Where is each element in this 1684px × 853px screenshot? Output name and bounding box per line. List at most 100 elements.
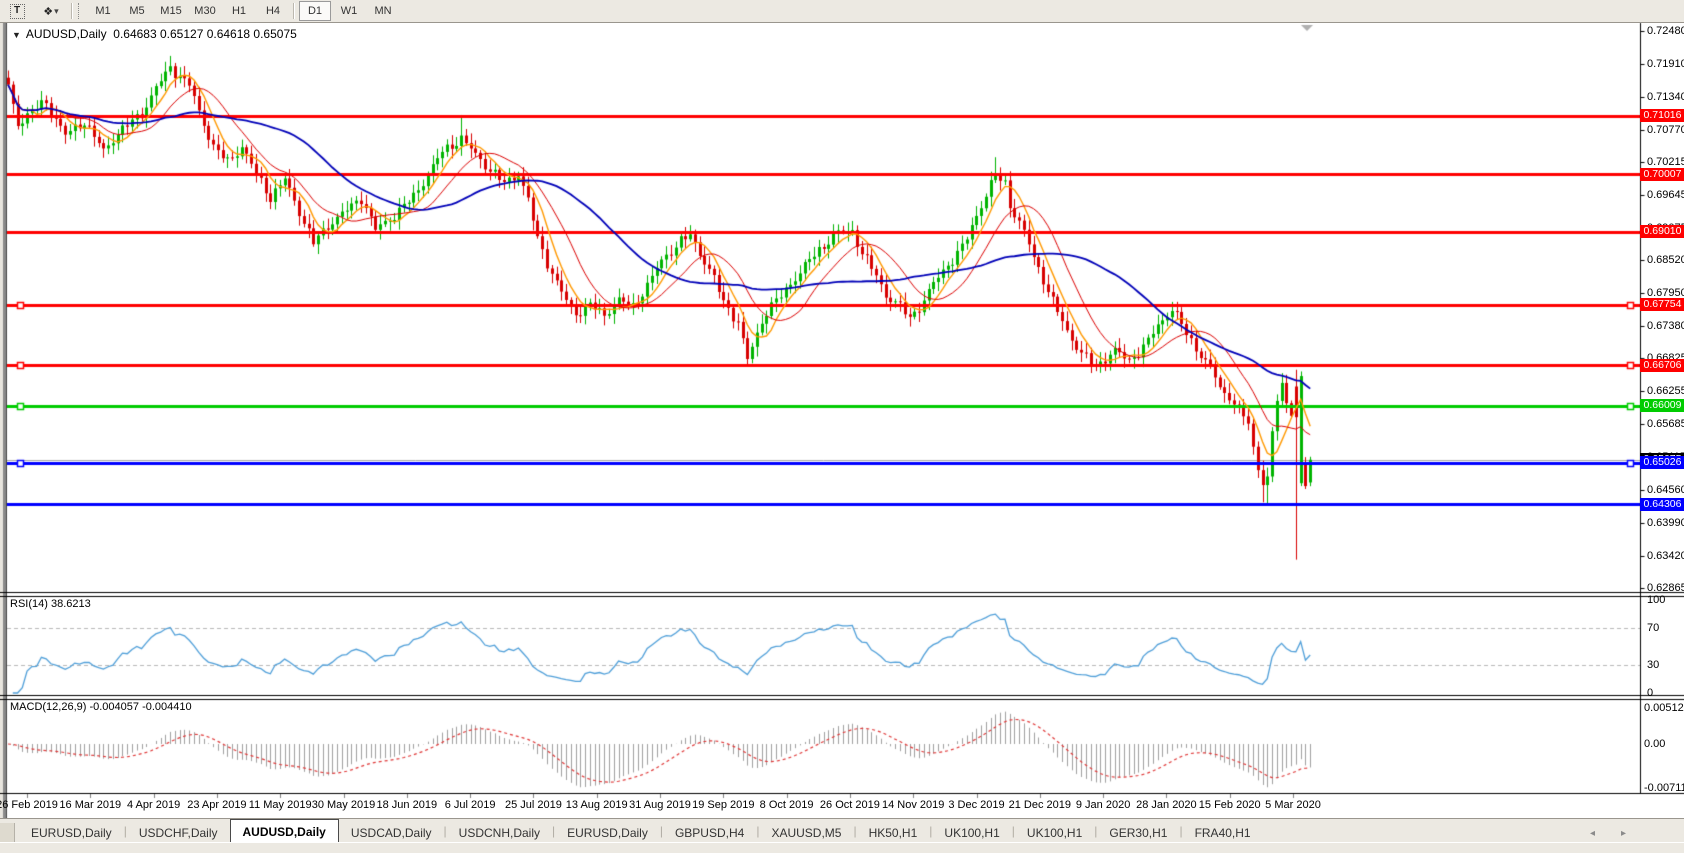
price-axis-label: 0.63990 bbox=[1647, 516, 1684, 529]
date-axis-label: 31 Aug 2019 bbox=[629, 799, 691, 811]
price-line-tag[interactable]: 0.70007 bbox=[1640, 167, 1684, 181]
date-axis-label: 8 Oct 2019 bbox=[759, 799, 814, 811]
date-axis-label: 26 Feb 2019 bbox=[0, 799, 58, 811]
chart-tab-usdcnh-daily[interactable]: USDCNH,Daily bbox=[458, 825, 541, 840]
tab-separator: | bbox=[659, 824, 663, 838]
price-axis-label: 0.64560 bbox=[1647, 483, 1684, 496]
chart-tab-usdchf-daily[interactable]: USDCHF,Daily bbox=[138, 825, 218, 840]
price-line-tag[interactable]: 0.66009 bbox=[1640, 399, 1684, 413]
price-axis-label: 0.72480 bbox=[1647, 25, 1684, 37]
timeframe-button-h1[interactable]: H1 bbox=[231, 5, 247, 17]
date-axis-label: 14 Nov 2019 bbox=[881, 799, 945, 811]
macd-indicator-label: MACD(12,26,9) -0.004057 -0.004410 bbox=[10, 701, 192, 713]
date-axis-label: 13 Aug 2019 bbox=[565, 799, 628, 811]
date-axis-label: 30 May 2019 bbox=[311, 799, 376, 811]
date-axis-label: 18 Jun 2019 bbox=[376, 799, 438, 811]
price-axis-label: 0.71910 bbox=[1647, 58, 1684, 70]
price-axis-label: 0.67950 bbox=[1647, 287, 1684, 300]
tab-separator: | bbox=[1179, 824, 1183, 838]
date-axis-label: 6 Jul 2019 bbox=[444, 799, 496, 811]
price-axis-label: 0.66255 bbox=[1647, 385, 1684, 398]
price-axis-label: 0.68520 bbox=[1647, 254, 1684, 267]
tab-separator: | bbox=[552, 824, 556, 838]
price-line-tag[interactable]: 0.64306 bbox=[1640, 497, 1684, 511]
toolbar-grip[interactable] bbox=[78, 3, 82, 19]
timeframe-button-m30[interactable]: M30 bbox=[194, 5, 216, 17]
rsi-indicator-label: RSI(14) 38.6213 bbox=[10, 598, 91, 610]
timeframe-button-h4[interactable]: H4 bbox=[265, 5, 281, 17]
chart-tab-gbpusd-h4[interactable]: GBPUSD,H4 bbox=[674, 825, 745, 840]
rsi-axis-label: 30 bbox=[1647, 659, 1660, 672]
chart-tab-uk100-h1[interactable]: UK100,H1 bbox=[944, 825, 1000, 840]
date-axis-label: 19 Sep 2019 bbox=[692, 799, 755, 811]
chart-tab-bar: EURUSD,Daily | USDCHF,Daily AUDUSD,Daily USD… bbox=[0, 818, 1684, 843]
chart-tab-ger30-h1[interactable]: GER30,H1 bbox=[1109, 825, 1168, 840]
price-axis-label: 0.65685 bbox=[1647, 418, 1684, 431]
price-axis-label: 0.70215 bbox=[1647, 156, 1684, 169]
date-axis-label: 4 Apr 2019 bbox=[126, 799, 181, 811]
price-line-tag[interactable]: 0.69010 bbox=[1640, 225, 1684, 239]
chart-tab-eurusd-daily[interactable]: EURUSD,Daily bbox=[567, 825, 648, 840]
date-axis-label: 16 Mar 2019 bbox=[59, 799, 122, 811]
chevron-down-icon: ▾ bbox=[54, 5, 59, 16]
chart-tab-fra40-h1[interactable]: FRA40,H1 bbox=[1194, 825, 1251, 840]
date-axis-label: 15 Feb 2020 bbox=[1198, 799, 1261, 811]
timeframe-button-m5[interactable]: M5 bbox=[129, 5, 145, 17]
tab-separator: | bbox=[1011, 824, 1015, 838]
collapse-arrow-icon[interactable]: ▼ bbox=[12, 30, 21, 40]
tab-separator: | bbox=[756, 824, 760, 838]
text-tool-button[interactable]: T bbox=[1, 1, 33, 21]
price-axis-label: 0.70770 bbox=[1647, 124, 1684, 136]
macd-axis-label: 0.00 bbox=[1644, 738, 1666, 750]
bottom-strip bbox=[0, 842, 1684, 853]
date-axis-label: 21 Dec 2019 bbox=[1008, 799, 1071, 811]
toolbar: T ❖ ▾ M1 M5 M15 M30 H1 H4 D1 W1 MN bbox=[0, 0, 1684, 23]
text-tool-icon: T bbox=[9, 3, 25, 19]
date-axis-label: 5 Mar 2020 bbox=[1265, 799, 1321, 811]
date-axis-label: 25 Jul 2019 bbox=[504, 799, 562, 811]
timeframe-buttons: M1 M5 M15 M30 H1 H4 D1 W1 MN bbox=[86, 1, 400, 21]
price-axis-label: 0.62865 bbox=[1647, 581, 1684, 594]
tab-items: EURUSD,Daily | USDCHF,Daily AUDUSD,Daily USD… bbox=[19, 819, 1263, 843]
chart-tab-uk100-h1[interactable]: UK100,H1 bbox=[1026, 825, 1083, 840]
date-axis-label: 3 Dec 2019 bbox=[948, 799, 1005, 811]
timeframe-button-m1[interactable]: M1 bbox=[95, 5, 111, 17]
price-line-tag[interactable]: 0.65026 bbox=[1640, 456, 1684, 470]
tab-scroll-right-icon[interactable]: ▸ bbox=[1620, 828, 1626, 839]
tab-scroll-arrows: ◂ ▸ bbox=[1590, 828, 1626, 839]
chart-header: ▼ AUDUSD,Daily 0.64683 0.65127 0.64618 0.… bbox=[12, 27, 297, 41]
symbol-period-label: AUDUSD,Daily bbox=[25, 27, 107, 41]
chart-tab-hk50-h1[interactable]: HK50,H1 bbox=[868, 825, 918, 840]
chart-tab-eurusd-daily[interactable]: EURUSD,Daily bbox=[31, 825, 112, 840]
chart-tab-xauusd-m5[interactable]: XAUUSD,M5 bbox=[771, 825, 842, 840]
tab-separator: | bbox=[853, 824, 857, 838]
date-axis-label: 9 Jan 2020 bbox=[1075, 799, 1131, 811]
chart-tab-audusd-daily[interactable]: AUDUSD,Daily bbox=[229, 819, 339, 843]
arrange-tool-button[interactable]: ❖ ▾ bbox=[35, 1, 67, 21]
macd-axis-label: -0.007111 bbox=[1644, 782, 1684, 794]
timeframe-button-mn[interactable]: MN bbox=[374, 5, 392, 17]
timeframe-button-d1[interactable]: D1 bbox=[299, 1, 331, 21]
price-line-tag[interactable]: 0.66706 bbox=[1640, 358, 1684, 372]
price-line-tag[interactable]: 0.67754 bbox=[1640, 298, 1684, 312]
price-line-tag[interactable]: 0.71016 bbox=[1640, 109, 1684, 123]
date-axis-label: 23 Apr 2019 bbox=[187, 799, 247, 811]
rsi-axis-label: 100 bbox=[1647, 594, 1666, 606]
toolbar-separator bbox=[293, 3, 295, 19]
toolbar-separator bbox=[71, 3, 73, 19]
price-axis-label: 0.67380 bbox=[1647, 320, 1684, 333]
date-axis-label: 28 Jan 2020 bbox=[1136, 799, 1197, 811]
rsi-axis-label: 0 bbox=[1647, 687, 1654, 699]
date-axis-label: 11 May 2019 bbox=[248, 799, 312, 811]
price-axis-label: 0.69645 bbox=[1647, 189, 1684, 202]
rsi-axis-label: 70 bbox=[1647, 621, 1660, 634]
timeframe-button-w1[interactable]: W1 bbox=[340, 5, 358, 17]
tab-separator: | bbox=[443, 824, 447, 838]
ohlc-values: 0.64683 0.65127 0.64618 0.65075 bbox=[113, 27, 297, 41]
timeframe-button-m15[interactable]: M15 bbox=[160, 5, 182, 17]
tab-separator: | bbox=[929, 824, 933, 838]
chart-tab-usdcad-daily[interactable]: USDCAD,Daily bbox=[350, 825, 432, 840]
tab-scroll-left-icon[interactable]: ◂ bbox=[1589, 828, 1595, 839]
